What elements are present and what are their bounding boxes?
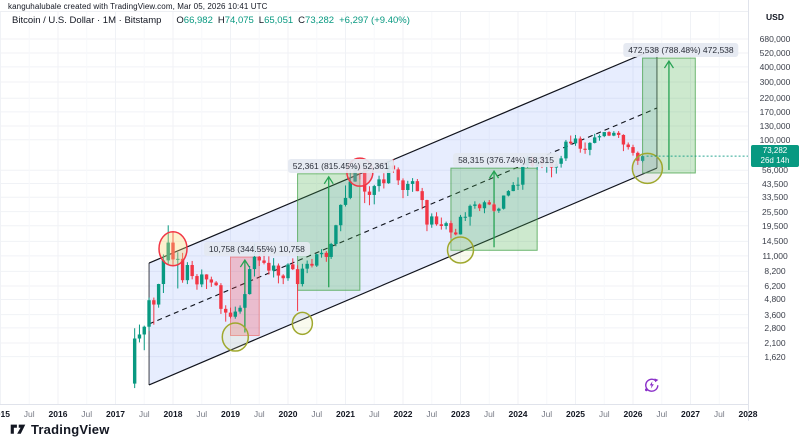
projection-label[interactable]: 10,758 (344.55%) 10,758: [203, 242, 310, 257]
time-tick-year: 2027: [681, 409, 700, 419]
time-tick-month: Jul: [196, 409, 208, 419]
time-tick-year: 2023: [451, 409, 470, 419]
time-tick-year: 2016: [48, 409, 68, 419]
price-tick-label: 170,000: [759, 106, 791, 117]
open-value: 66,982: [183, 15, 213, 26]
close-label: C: [298, 15, 306, 26]
time-tick-year: 2022: [393, 409, 413, 419]
price-tick-label: 33,500: [762, 192, 788, 203]
price-tick-label: 43,500: [762, 178, 788, 189]
time-tick-year: 2019: [221, 409, 240, 419]
close-value: 73,282: [305, 15, 335, 26]
price-tick-label: 680,000: [759, 33, 791, 44]
time-tick-month: Jul: [656, 409, 668, 419]
time-tick-year: 2025: [566, 409, 585, 419]
time-tick-month: Jul: [713, 409, 725, 419]
price-axis-unit: USD: [766, 12, 784, 22]
time-tick-year: 2024: [508, 409, 528, 419]
price-tick-label: 11,000: [762, 250, 788, 261]
time-tick-year: 2028: [738, 409, 758, 419]
header-divider: [0, 11, 800, 12]
time-tick-month: Jul: [138, 409, 150, 419]
last-price-value: 73,282: [762, 146, 788, 156]
projection-label[interactable]: 52,361 (815.45%) 52,361: [287, 158, 394, 173]
time-tick-year: 2018: [163, 409, 183, 419]
low-label: L: [258, 15, 265, 26]
time-tick-month: Jul: [81, 409, 93, 419]
price-tick-label: 100,000: [759, 134, 791, 145]
projection-label[interactable]: 472,538 (788.48%) 472,538: [623, 43, 739, 58]
time-tick-month: Jul: [541, 409, 553, 419]
change-value: +6,297 (+9.40%): [339, 15, 410, 26]
tradingview-logo-text: TradingView: [31, 421, 110, 437]
open-label: O: [176, 15, 184, 26]
symbol-legend[interactable]: Bitcoin / U.S. Dollar · 1M · Bitstamp O66…: [12, 15, 410, 26]
price-tick-label: 520,000: [759, 48, 791, 59]
price-tick-label: 6,200: [764, 281, 786, 292]
tradingview-logo[interactable]: TradingView: [10, 420, 110, 438]
price-tick-label: 3,600: [764, 309, 786, 320]
price-tick-label: 19,500: [762, 220, 788, 231]
time-tick-month: Jul: [253, 409, 265, 419]
time-tick-month: Jul: [311, 409, 323, 419]
time-tick-month: Jul: [598, 409, 610, 419]
price-tick-label: 130,000: [759, 120, 791, 131]
low-value: 65,051: [264, 15, 294, 26]
time-tick-year: 2017: [106, 409, 125, 419]
last-price-label: 73,282 26d 14h: [751, 145, 799, 168]
price-tick-label: 4,800: [764, 294, 786, 305]
time-tick-month: Jul: [23, 409, 35, 419]
price-tick-label: 25,500: [762, 206, 788, 217]
price-tick-label: 1,620: [764, 351, 786, 362]
time-tick-year: 2020: [278, 409, 298, 419]
price-tick-label: 220,000: [759, 93, 791, 104]
time-tick-year: 2026: [623, 409, 643, 419]
price-tick-label: 8,200: [764, 266, 786, 277]
price-tick-label: 56,000: [762, 165, 788, 176]
replay-marker-icon[interactable]: [644, 378, 659, 392]
high-value: 74,075: [224, 15, 254, 26]
price-axis[interactable]: USD 73,282 26d 14h 680,000 520,000 400,000…: [748, 0, 800, 421]
bar-countdown: 26d 14h: [760, 156, 790, 166]
projection-label[interactable]: 58,315 (376.74%) 58,315: [453, 153, 559, 168]
tradingview-logo-icon: [10, 424, 26, 434]
price-tick-label: 14,500: [762, 236, 788, 247]
time-tick-month: Jul: [368, 409, 380, 419]
time-tick-month: Jul: [483, 409, 495, 419]
time-tick-month: Jul: [426, 409, 438, 419]
symbol-title[interactable]: Bitcoin / U.S. Dollar · 1M · Bitstamp: [12, 15, 162, 26]
high-label: H: [217, 15, 225, 26]
time-tick-year: 2021: [336, 409, 355, 419]
price-tick-label: 2,100: [764, 337, 786, 348]
price-tick-label: 2,800: [764, 322, 786, 333]
price-tick-label: 400,000: [759, 61, 791, 72]
attribution-text: kanguhalubale created with TradingView.c…: [8, 2, 268, 11]
price-tick-label: 300,000: [759, 76, 791, 87]
